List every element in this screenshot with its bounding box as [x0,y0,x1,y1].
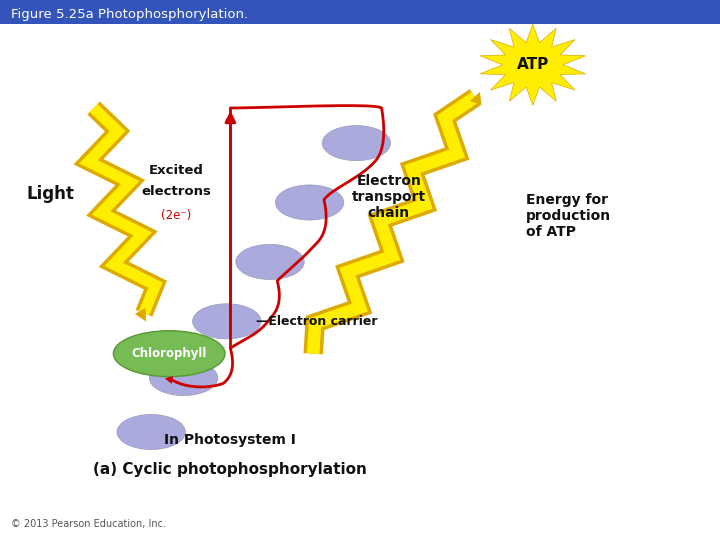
Text: Energy for
production
of ATP: Energy for production of ATP [526,193,611,239]
Ellipse shape [113,330,225,377]
Text: Figure 5.25a Photophosphorylation.: Figure 5.25a Photophosphorylation. [11,8,248,22]
Ellipse shape [193,303,261,339]
Text: Light: Light [27,185,74,204]
Ellipse shape [150,361,218,395]
Ellipse shape [323,126,390,161]
Text: ATP: ATP [517,57,549,72]
Text: © 2013 Pearson Education, Inc.: © 2013 Pearson Education, Inc. [11,519,166,529]
Text: In Photosystem I: In Photosystem I [164,433,297,447]
Text: Electron
transport
chain: Electron transport chain [352,174,426,220]
Text: (2e⁻): (2e⁻) [161,210,192,222]
Ellipse shape [236,244,304,280]
Ellipse shape [276,185,344,220]
Text: electrons: electrons [141,185,212,198]
Text: Excited: Excited [149,164,204,177]
Polygon shape [480,24,585,105]
Ellipse shape [117,415,185,449]
Bar [0,0,720,24]
Text: —Electron carrier: —Electron carrier [256,315,377,328]
Text: (a) Cyclic photophosphorylation: (a) Cyclic photophosphorylation [94,462,367,477]
Text: Chlorophyll: Chlorophyll [132,347,207,360]
